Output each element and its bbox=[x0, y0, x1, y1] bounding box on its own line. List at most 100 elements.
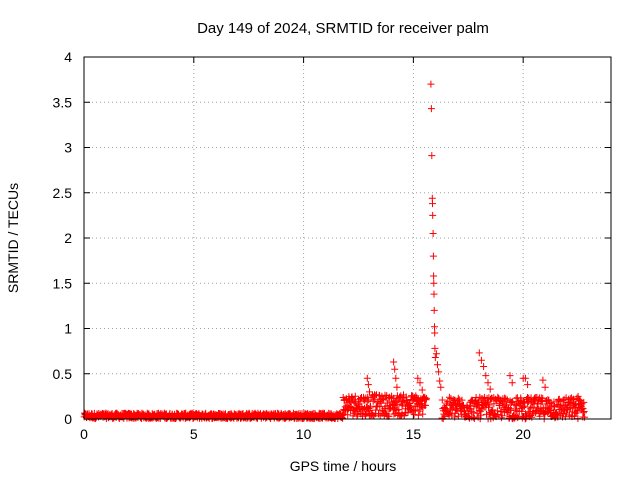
data-point bbox=[366, 388, 373, 396]
data-point bbox=[429, 211, 437, 219]
data-point bbox=[482, 372, 490, 380]
y-tick-label: 1.5 bbox=[53, 275, 73, 291]
data-point bbox=[427, 105, 435, 113]
data-point bbox=[411, 406, 419, 414]
data-point bbox=[454, 394, 462, 402]
data-point bbox=[486, 385, 494, 393]
data-point bbox=[379, 396, 387, 404]
data-point bbox=[484, 379, 492, 387]
data-point bbox=[363, 374, 371, 382]
y-tick-label: 1 bbox=[64, 321, 72, 337]
data-point bbox=[430, 306, 438, 314]
data-point bbox=[528, 413, 536, 421]
data-point bbox=[508, 379, 516, 387]
data-point bbox=[429, 200, 436, 208]
data-point bbox=[539, 376, 547, 384]
data-point bbox=[576, 397, 584, 405]
data-point bbox=[431, 344, 439, 352]
data-point bbox=[391, 365, 399, 373]
data-point bbox=[431, 329, 439, 337]
data-point bbox=[477, 411, 485, 419]
data-point bbox=[429, 230, 437, 237]
data-point bbox=[541, 383, 549, 391]
data-point bbox=[377, 399, 385, 407]
data-point bbox=[568, 408, 576, 416]
data-point bbox=[431, 354, 439, 361]
data-point bbox=[427, 80, 435, 88]
data-point bbox=[435, 368, 443, 376]
data-point bbox=[506, 372, 514, 380]
data-point bbox=[445, 393, 453, 401]
data-point bbox=[444, 397, 452, 405]
data-point bbox=[351, 392, 359, 400]
data-point bbox=[527, 412, 535, 419]
x-tick-label: 15 bbox=[406, 426, 422, 442]
data-point bbox=[580, 409, 587, 417]
data-point bbox=[422, 394, 430, 402]
data-point bbox=[524, 381, 532, 389]
data-point bbox=[416, 379, 424, 387]
data-point bbox=[430, 290, 438, 298]
data-point bbox=[432, 350, 440, 358]
data-series bbox=[80, 80, 589, 423]
data-point bbox=[376, 403, 384, 411]
x-axis-label: GPS time / hours bbox=[290, 458, 397, 474]
data-point bbox=[469, 408, 477, 416]
data-point bbox=[526, 404, 534, 412]
data-point bbox=[437, 383, 445, 391]
data-point bbox=[581, 413, 589, 421]
data-point bbox=[393, 383, 401, 391]
data-point bbox=[564, 406, 571, 414]
data-point bbox=[574, 392, 582, 400]
y-tick-label: 2.5 bbox=[53, 185, 73, 201]
data-point bbox=[580, 398, 588, 406]
y-tick-label: 0.5 bbox=[53, 366, 73, 382]
chart-title: Day 149 of 2024, SRMTID for receiver pal… bbox=[197, 20, 489, 37]
data-point bbox=[364, 381, 372, 389]
x-tick-label: 10 bbox=[296, 426, 312, 442]
x-tick-label: 5 bbox=[190, 426, 198, 442]
data-point bbox=[393, 401, 401, 409]
data-point bbox=[480, 363, 488, 370]
data-point bbox=[414, 374, 422, 382]
data-point bbox=[518, 407, 526, 415]
data-point bbox=[392, 374, 400, 382]
data-point bbox=[414, 411, 422, 419]
y-tick-label: 4 bbox=[64, 49, 72, 65]
data-point bbox=[344, 411, 352, 419]
data-point bbox=[431, 323, 438, 331]
data-point bbox=[436, 377, 444, 385]
data-point bbox=[434, 361, 441, 369]
y-tick-label: 2 bbox=[64, 230, 72, 246]
data-point bbox=[418, 386, 426, 394]
data-point bbox=[498, 412, 506, 420]
plot-frame bbox=[83, 56, 612, 420]
data-point bbox=[438, 396, 446, 404]
x-tick-label: 20 bbox=[515, 426, 531, 442]
data-point bbox=[488, 394, 496, 402]
data-point bbox=[477, 356, 485, 364]
data-point bbox=[547, 399, 555, 407]
data-point bbox=[475, 349, 483, 357]
data-point bbox=[430, 279, 438, 287]
data-point bbox=[410, 410, 418, 418]
data-point bbox=[458, 396, 466, 404]
data-point bbox=[378, 392, 386, 400]
y-tick-label: 3.5 bbox=[53, 94, 73, 110]
data-point bbox=[390, 358, 398, 366]
y-axis-label: SRMTID / TECUs bbox=[5, 183, 21, 293]
data-point bbox=[553, 409, 561, 417]
data-point bbox=[352, 399, 360, 407]
data-point bbox=[428, 152, 436, 160]
data-point bbox=[446, 406, 454, 414]
data-point bbox=[419, 410, 427, 418]
data-point bbox=[485, 401, 493, 409]
data-point bbox=[354, 411, 362, 419]
data-point bbox=[574, 407, 581, 415]
data-point bbox=[502, 395, 510, 403]
data-point bbox=[430, 272, 438, 280]
x-tick-label: 0 bbox=[80, 426, 88, 442]
data-point bbox=[429, 252, 437, 260]
y-tick-label: 3 bbox=[64, 140, 72, 156]
